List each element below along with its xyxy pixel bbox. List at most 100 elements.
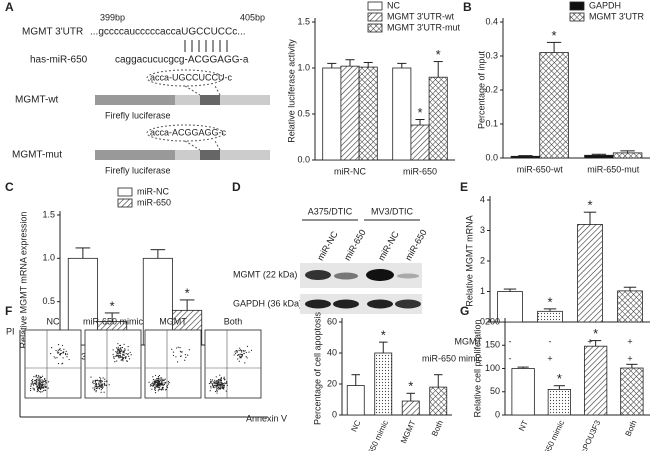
condition-sign: + — [547, 353, 552, 363]
flow-event — [92, 380, 94, 382]
flow-event — [58, 351, 60, 353]
flow-event — [101, 387, 103, 390]
flow-event — [36, 385, 38, 388]
flow-event — [157, 386, 159, 388]
flow-event — [225, 382, 227, 385]
flow-event — [33, 375, 35, 378]
flow-event — [175, 356, 177, 358]
flow-event — [57, 344, 60, 346]
flow-event — [217, 386, 220, 389]
flow-event — [122, 351, 124, 353]
flow-event — [157, 381, 160, 383]
flow-event — [164, 389, 167, 391]
flow-event — [112, 356, 115, 358]
reporter-label: Firefly luciferase — [105, 110, 171, 120]
flow-event — [115, 355, 117, 357]
flow-event — [95, 387, 98, 390]
flow-event — [55, 349, 57, 352]
flow-event — [44, 389, 47, 392]
flow-event — [59, 348, 61, 350]
flow-event — [223, 379, 226, 381]
flow-event — [162, 382, 164, 384]
bar — [322, 67, 342, 161]
flow-event — [210, 387, 212, 389]
flow-event — [172, 354, 175, 357]
x-tick-label: miR-NC — [334, 166, 366, 176]
flow-event — [177, 346, 179, 348]
significance: * — [552, 28, 557, 43]
flow-event — [116, 349, 119, 351]
y-tick-label: 0 — [332, 409, 337, 419]
flow-event — [156, 381, 158, 384]
flow-event — [235, 349, 237, 352]
flow-event — [239, 347, 241, 349]
flow-event — [41, 384, 43, 387]
flow-event — [127, 353, 129, 356]
flow-event — [154, 389, 157, 391]
flow-event — [160, 389, 163, 391]
flow-event — [39, 386, 41, 388]
panel-label: C — [5, 180, 14, 194]
lane-label: miR-NC — [315, 229, 340, 262]
flow-event — [235, 352, 237, 355]
significance: * — [593, 326, 598, 341]
flow-event — [161, 381, 163, 383]
flow-event — [156, 384, 158, 386]
flow-event — [211, 383, 213, 385]
flow-event — [180, 351, 182, 353]
flow-event — [99, 379, 102, 381]
flow-event — [246, 345, 249, 347]
flow-event — [159, 384, 161, 386]
flow-event — [94, 379, 96, 381]
y-axis-label: Percentage of input — [476, 50, 486, 129]
bar — [537, 310, 563, 323]
flow-event — [57, 349, 59, 351]
flow-event — [241, 351, 243, 353]
position: 399bp — [100, 12, 125, 22]
flow-event — [219, 387, 221, 389]
flow-event — [223, 388, 225, 390]
flow-event — [31, 381, 34, 383]
flow-event — [184, 359, 186, 361]
flow-event — [102, 386, 104, 388]
flow-event — [214, 379, 216, 381]
flow-event — [94, 387, 96, 389]
flow-event — [47, 381, 50, 383]
flow-event — [37, 387, 39, 389]
flow-event — [127, 346, 129, 348]
flow-event — [41, 382, 43, 384]
flow-event — [41, 375, 44, 377]
flow-event — [152, 376, 154, 378]
flow-event — [102, 377, 104, 379]
flow-event — [239, 357, 241, 359]
flow-event — [177, 361, 179, 363]
flow-event — [226, 380, 228, 383]
flow-event — [47, 387, 49, 389]
legend-label: MGMT 3'UTR — [589, 11, 645, 21]
flow-event — [65, 354, 67, 356]
y-tick-label: 20 — [327, 378, 337, 388]
flow-event — [98, 380, 100, 382]
flow-event — [38, 384, 40, 386]
flow-event — [161, 384, 163, 386]
flow-event — [56, 357, 58, 359]
flow-event — [44, 377, 46, 380]
flow-event — [167, 383, 170, 385]
construct — [95, 140, 270, 160]
lane-label: miR-650 — [403, 228, 429, 262]
flow-event — [157, 383, 159, 385]
flow-event — [128, 355, 130, 357]
flow-event — [43, 378, 46, 380]
flow-event — [159, 385, 161, 387]
flow-event — [123, 354, 125, 356]
flow-event — [90, 376, 92, 378]
flow-event — [122, 355, 124, 357]
flow-event — [64, 352, 67, 355]
cell-line: A375/DTIC — [308, 206, 353, 216]
mirna-sequence: caggacucucgcg-ACGGAGG-a — [115, 55, 249, 66]
flow-event — [98, 386, 100, 388]
flow-event — [167, 380, 169, 383]
flow-event — [62, 357, 64, 359]
significance: * — [557, 371, 562, 386]
